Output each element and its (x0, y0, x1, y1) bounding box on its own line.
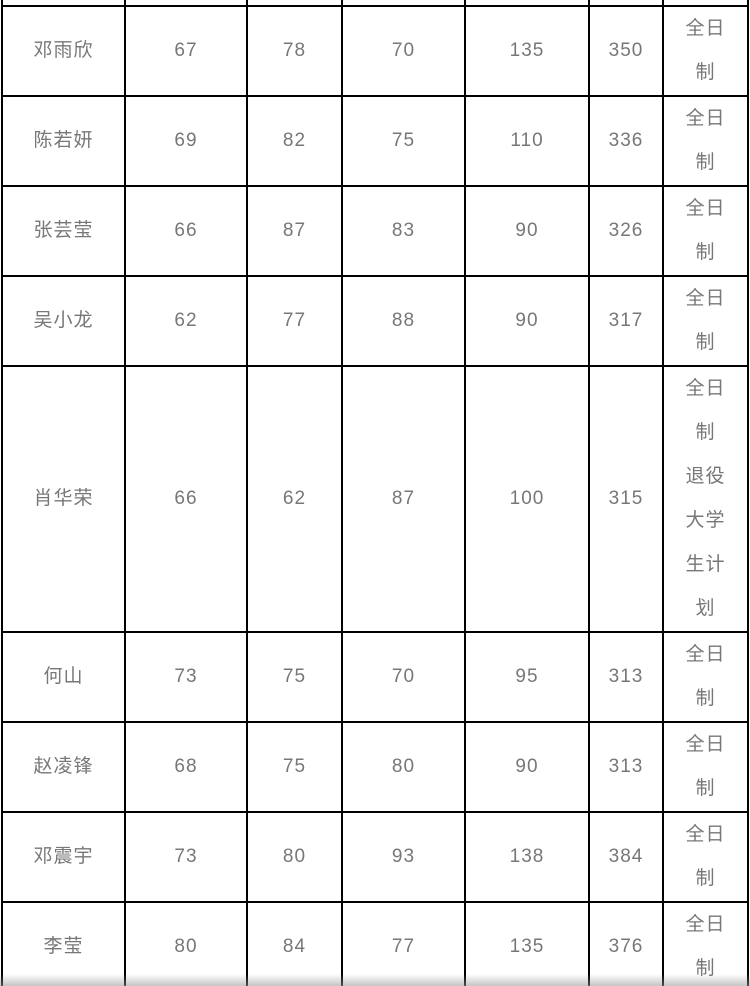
program-type-cell: 全日制 (662, 275, 749, 367)
score-cell: 82 (246, 95, 343, 187)
program-type-text: 全日制 退役大学生计划 (685, 378, 726, 619)
program-type-cell: 全日制 (662, 95, 749, 187)
score-cell: 100 (464, 365, 590, 633)
program-type-text: 全日制 (685, 914, 726, 979)
student-name-cell: 邓震宇 (1, 811, 126, 903)
student-name-cell: 赵凌锋 (1, 721, 126, 813)
empty-cell (124, 0, 248, 7)
score-cell: 80 (246, 811, 343, 903)
program-type-text: 全日制 (685, 108, 726, 173)
program-type-text: 全日制 (685, 644, 726, 709)
table-row: 邓雨欣 67 78 70 135 350 全日制 (1, 5, 749, 97)
table-row: 邓震宇 73 80 93 138 384 全日制 (1, 811, 749, 903)
table-row: 肖华荣 66 62 87 100 315 全日制 退役大学生计划 (1, 365, 749, 633)
program-type-cell: 全日制 (662, 185, 749, 277)
score-cell: 84 (246, 901, 343, 986)
empty-cell (662, 0, 749, 7)
score-cell: 313 (588, 631, 664, 723)
score-cell: 66 (124, 365, 248, 633)
table-row: 何山 73 75 70 95 313 全日制 (1, 631, 749, 723)
score-cell: 135 (464, 901, 590, 986)
score-cell: 66 (124, 185, 248, 277)
program-type-text: 全日制 (685, 288, 726, 353)
score-cell: 87 (341, 365, 466, 633)
score-cell: 135 (464, 5, 590, 97)
score-cell: 62 (124, 275, 248, 367)
table-row: 吴小龙 62 77 88 90 317 全日制 (1, 275, 749, 367)
student-name-cell: 李莹 (1, 901, 126, 986)
program-type-cell: 全日制 (662, 721, 749, 813)
score-cell: 350 (588, 5, 664, 97)
program-type-text: 全日制 (685, 18, 726, 83)
program-type-cell: 全日制 (662, 811, 749, 903)
score-cell: 313 (588, 721, 664, 813)
program-type-cell: 全日制 (662, 5, 749, 97)
program-type-text: 全日制 (685, 198, 726, 263)
score-cell: 336 (588, 95, 664, 187)
score-cell: 77 (246, 275, 343, 367)
score-cell: 93 (341, 811, 466, 903)
empty-cell (246, 0, 343, 7)
empty-cell (464, 0, 590, 7)
score-cell: 326 (588, 185, 664, 277)
score-cell: 73 (124, 811, 248, 903)
score-cell: 90 (464, 185, 590, 277)
score-cell: 376 (588, 901, 664, 986)
score-cell: 75 (246, 631, 343, 723)
score-cell: 78 (246, 5, 343, 97)
score-cell: 67 (124, 5, 248, 97)
score-cell: 83 (341, 185, 466, 277)
score-cell: 90 (464, 275, 590, 367)
score-cell: 73 (124, 631, 248, 723)
score-cell: 384 (588, 811, 664, 903)
program-type-cell: 全日制 (662, 631, 749, 723)
student-name-cell: 陈若妍 (1, 95, 126, 187)
student-name-cell: 吴小龙 (1, 275, 126, 367)
cut-off-row (1, 0, 749, 7)
program-type-cell: 全日制 退役大学生计划 (662, 365, 749, 633)
program-type-cell: 全日制 (662, 901, 749, 986)
score-cell: 88 (341, 275, 466, 367)
empty-cell (1, 0, 126, 7)
score-cell: 62 (246, 365, 343, 633)
student-name-cell: 何山 (1, 631, 126, 723)
score-cell: 80 (124, 901, 248, 986)
score-cell: 110 (464, 95, 590, 187)
score-cell: 70 (341, 631, 466, 723)
score-cell: 69 (124, 95, 248, 187)
score-cell: 70 (341, 5, 466, 97)
program-type-text: 全日制 (685, 734, 726, 799)
score-cell: 95 (464, 631, 590, 723)
score-cell: 90 (464, 721, 590, 813)
score-cell: 75 (246, 721, 343, 813)
table-row: 张芸莹 66 87 83 90 326 全日制 (1, 185, 749, 277)
score-cell: 75 (341, 95, 466, 187)
score-cell: 317 (588, 275, 664, 367)
table-row: 赵凌锋 68 75 80 90 313 全日制 (1, 721, 749, 813)
score-cell: 68 (124, 721, 248, 813)
score-cell: 80 (341, 721, 466, 813)
student-name-cell: 张芸莹 (1, 185, 126, 277)
score-cell: 315 (588, 365, 664, 633)
table-row: 李莹 80 84 77 135 376 全日制 (1, 901, 749, 986)
empty-cell (341, 0, 466, 7)
table-row: 陈若妍 69 82 75 110 336 全日制 (1, 95, 749, 187)
score-cell: 87 (246, 185, 343, 277)
empty-cell (588, 0, 664, 7)
program-type-text: 全日制 (685, 824, 726, 889)
student-name-cell: 邓雨欣 (1, 5, 126, 97)
score-cell: 138 (464, 811, 590, 903)
score-cell: 77 (341, 901, 466, 986)
student-name-cell: 肖华荣 (1, 365, 126, 633)
